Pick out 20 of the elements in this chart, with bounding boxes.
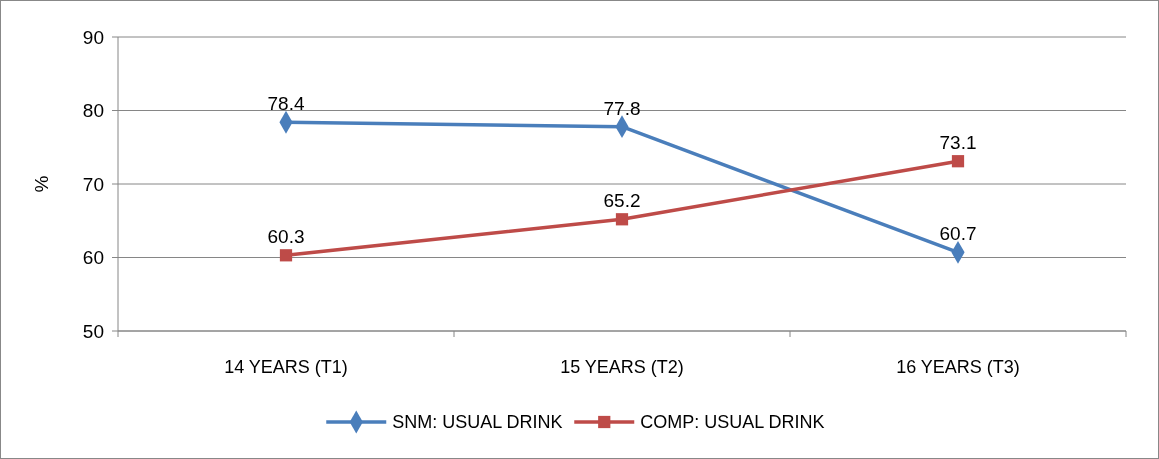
- data-label: 73.1: [939, 132, 977, 154]
- y-tick-label: 50: [82, 320, 104, 342]
- data-label: 60.3: [267, 226, 305, 248]
- y-tick-label: 60: [82, 247, 104, 269]
- y-tick-label: 80: [82, 100, 104, 122]
- data-label: 78.4: [267, 93, 305, 115]
- data-label: 60.7: [939, 223, 977, 245]
- point: [615, 213, 629, 226]
- data-label: 77.8: [603, 97, 641, 119]
- x-tick-label: 16 YEARS (T3): [896, 357, 1020, 377]
- x-tick-label: 14 YEARS (T1): [224, 357, 348, 377]
- legend-label: SNM: USUAL DRINK: [392, 412, 563, 433]
- y-axis-title: %: [31, 175, 52, 193]
- point: [951, 155, 965, 168]
- legend-label: COMP: USUAL DRINK: [640, 412, 825, 433]
- y-tick-label: 90: [82, 26, 104, 48]
- y-tick-label: 70: [82, 173, 104, 195]
- data-label: 65.2: [603, 190, 641, 212]
- point: [279, 249, 293, 262]
- x-tick-label: 15 YEARS (T2): [560, 357, 684, 377]
